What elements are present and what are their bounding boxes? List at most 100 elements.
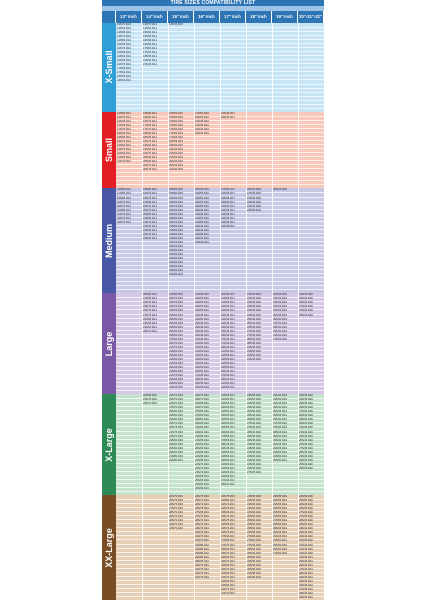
tire-size-cell: 315/75 R16: [195, 535, 209, 539]
tire-size-cell: 275/60 R19: [273, 551, 287, 555]
tire-size-cell: 235/50 R18: [247, 353, 261, 357]
tire-size-cell: 325/75 R16: [195, 575, 209, 579]
tire-size-cell: 235/50 R16: [195, 305, 209, 309]
tire-size-cell: 305/40 R20: [299, 535, 313, 539]
column-divider: [272, 495, 273, 600]
tire-size-cell: 195/65 R16: [195, 341, 209, 345]
tire-size-cell: 275/65 R16: [195, 511, 209, 515]
tire-size-cell: 225/65 R16: [195, 426, 209, 430]
tire-size-cell: 285/70 R15: [169, 511, 183, 515]
tire-size-cell: 225/70 R16: [195, 466, 209, 470]
column-header: 13" Inch: [116, 11, 142, 23]
tire-size-cell: 295/75 R16: [195, 563, 209, 567]
tire-size-cell: 245/65 R18: [247, 511, 261, 515]
column-divider: [168, 495, 169, 600]
tire-size-cell: 255/50 R15: [169, 317, 183, 321]
tire-size-cell: 235/60 R16: [195, 430, 209, 434]
size-category-label: Medium: [102, 188, 116, 294]
tire-size-cell: 295/30 R20: [299, 454, 313, 458]
tire-size-cell: 285/30 R19: [273, 325, 287, 329]
tire-size-cell: 305/50 R15: [169, 418, 183, 422]
tire-size-cell: 225/45 R17: [221, 305, 235, 309]
size-category-text: Medium: [104, 223, 114, 258]
tire-size-cell: 225/40 R17: [221, 216, 235, 220]
tire-size-cell: 205/55 R15: [169, 208, 183, 212]
tire-size-cell: 205/80 R13: [117, 208, 131, 212]
tire-size-cell: 225/40 R19: [273, 297, 287, 301]
column-divider: [298, 293, 299, 395]
tire-size-cell: 205/55 R17: [221, 293, 235, 297]
tire-size-cell: 225/70 R15: [169, 434, 183, 438]
size-category-text: Large: [104, 331, 114, 357]
column-divider: [168, 111, 169, 189]
tire-size-cell: 205/70 R15: [169, 341, 183, 345]
tire-size-cell: 255/60 R15: [169, 446, 183, 450]
tire-size-cell: 275/30 R20: [299, 410, 313, 414]
tire-size-cell: 215/55 R18: [247, 450, 261, 454]
tire-size-cell: 215/60 R15: [169, 232, 183, 236]
tire-size-cell: 225/40 R18: [247, 204, 261, 208]
tire-size-cell: 255/60 R15: [169, 325, 183, 329]
tire-size-cell: 295/70 R16: [195, 527, 209, 531]
tire-size-cell: 205/60 R14: [143, 156, 157, 160]
tire-size-cell: 185/60 R15: [169, 144, 183, 148]
tire-size-cell: 285/40 R17: [221, 482, 235, 486]
tire-size-cell: 185/70 R13: [117, 140, 131, 143]
tire-size-cell: 195/50 R15: [169, 152, 183, 156]
header-corner: [102, 11, 116, 23]
tire-size-cell: 255/45 R19: [273, 410, 287, 414]
tire-size-cell: 285/50 R19: [273, 523, 287, 527]
tire-size-cell: 265/80 R16: [195, 555, 209, 559]
tire-size-cell: 235/65 R16: [195, 434, 209, 438]
tire-size-cell: 305/70 R16: [195, 531, 209, 535]
tire-size-cell: 255/30 R20: [299, 462, 313, 466]
column-divider: [142, 23, 143, 112]
tire-size-cell: 205/40 R18: [247, 188, 261, 192]
tire-size-cell: 255/35 R20: [299, 402, 313, 406]
tire-size-cell: 205/65 R14: [143, 160, 157, 164]
tire-size-cell: 185/80 R14: [143, 188, 157, 192]
tire-size-cell: 215/65 R15: [169, 236, 183, 240]
tire-size-cell: 245/50 R17: [221, 361, 235, 365]
tire-size-cell: 205/70 R14: [143, 204, 157, 208]
column-divider: [194, 111, 195, 189]
tire-size-cell: 175/60 R13: [117, 123, 131, 127]
tire-size-cell: 255/45 R18: [247, 406, 261, 410]
tire-size-cell: 195/70 R14: [143, 152, 157, 156]
tire-size-cell: 245/45 R21: [299, 555, 313, 559]
size-category-text: Small: [104, 138, 114, 163]
tire-size-cell: 255/50 R16: [195, 365, 209, 369]
tire-size-cell: 195/45 R16: [195, 119, 209, 123]
column-divider: [142, 188, 143, 294]
tire-size-cell: 245/40 R18: [247, 313, 261, 317]
tire-size-cell: 235/55 R16: [195, 309, 209, 313]
tire-size-cell: 255/35 R18: [247, 317, 261, 321]
tire-size-cell: 265/60 R18: [247, 527, 261, 531]
tire-size-cell: 265/75 R17: [221, 531, 235, 535]
tire-size-cell: 215/50 R17: [221, 297, 235, 301]
tire-size-cell: 225/45 R15: [169, 244, 183, 248]
tire-size-cell: 215/40 R17: [221, 204, 235, 208]
tire-size-cell: 195/65 R14: [143, 148, 157, 152]
size-category-label: XX-Large: [102, 495, 116, 600]
tire-size-cell: 285/40 R16: [195, 378, 209, 382]
tire-size-cell: 205/80 R14: [143, 212, 157, 216]
tire-size-cell: 235/60 R15: [169, 438, 183, 442]
tire-size-cell: 245/80 R16: [195, 547, 209, 551]
tire-size-cell: 265/40 R21: [299, 563, 313, 567]
tire-size-cell: 195/50 R16: [195, 123, 209, 127]
tire-size-cell: 205/80 R16: [195, 487, 209, 491]
tire-size-cell: 205/70 R13: [117, 204, 131, 208]
tire-size-cell: 225/50 R16: [195, 232, 209, 236]
tire-size-cell: 205/60 R16: [195, 208, 209, 212]
tire-size-cell: 245/45 R19: [273, 402, 287, 406]
tire-size-cell: 155/65 R13: [117, 43, 131, 47]
tire-size-cell: 285/50 R16: [195, 418, 209, 422]
tire-size-cell: 195/55 R15: [169, 156, 183, 160]
column-divider: [142, 394, 143, 496]
tire-size-cell: 205/60 R13: [117, 152, 131, 156]
tire-size-cell: 225/60 R14: [143, 228, 157, 232]
tire-size-cell: 205/40 R17: [221, 115, 235, 119]
tire-size-cell: 245/60 R18: [247, 507, 261, 511]
tire-size-cell: 195/55 R16: [195, 192, 209, 196]
